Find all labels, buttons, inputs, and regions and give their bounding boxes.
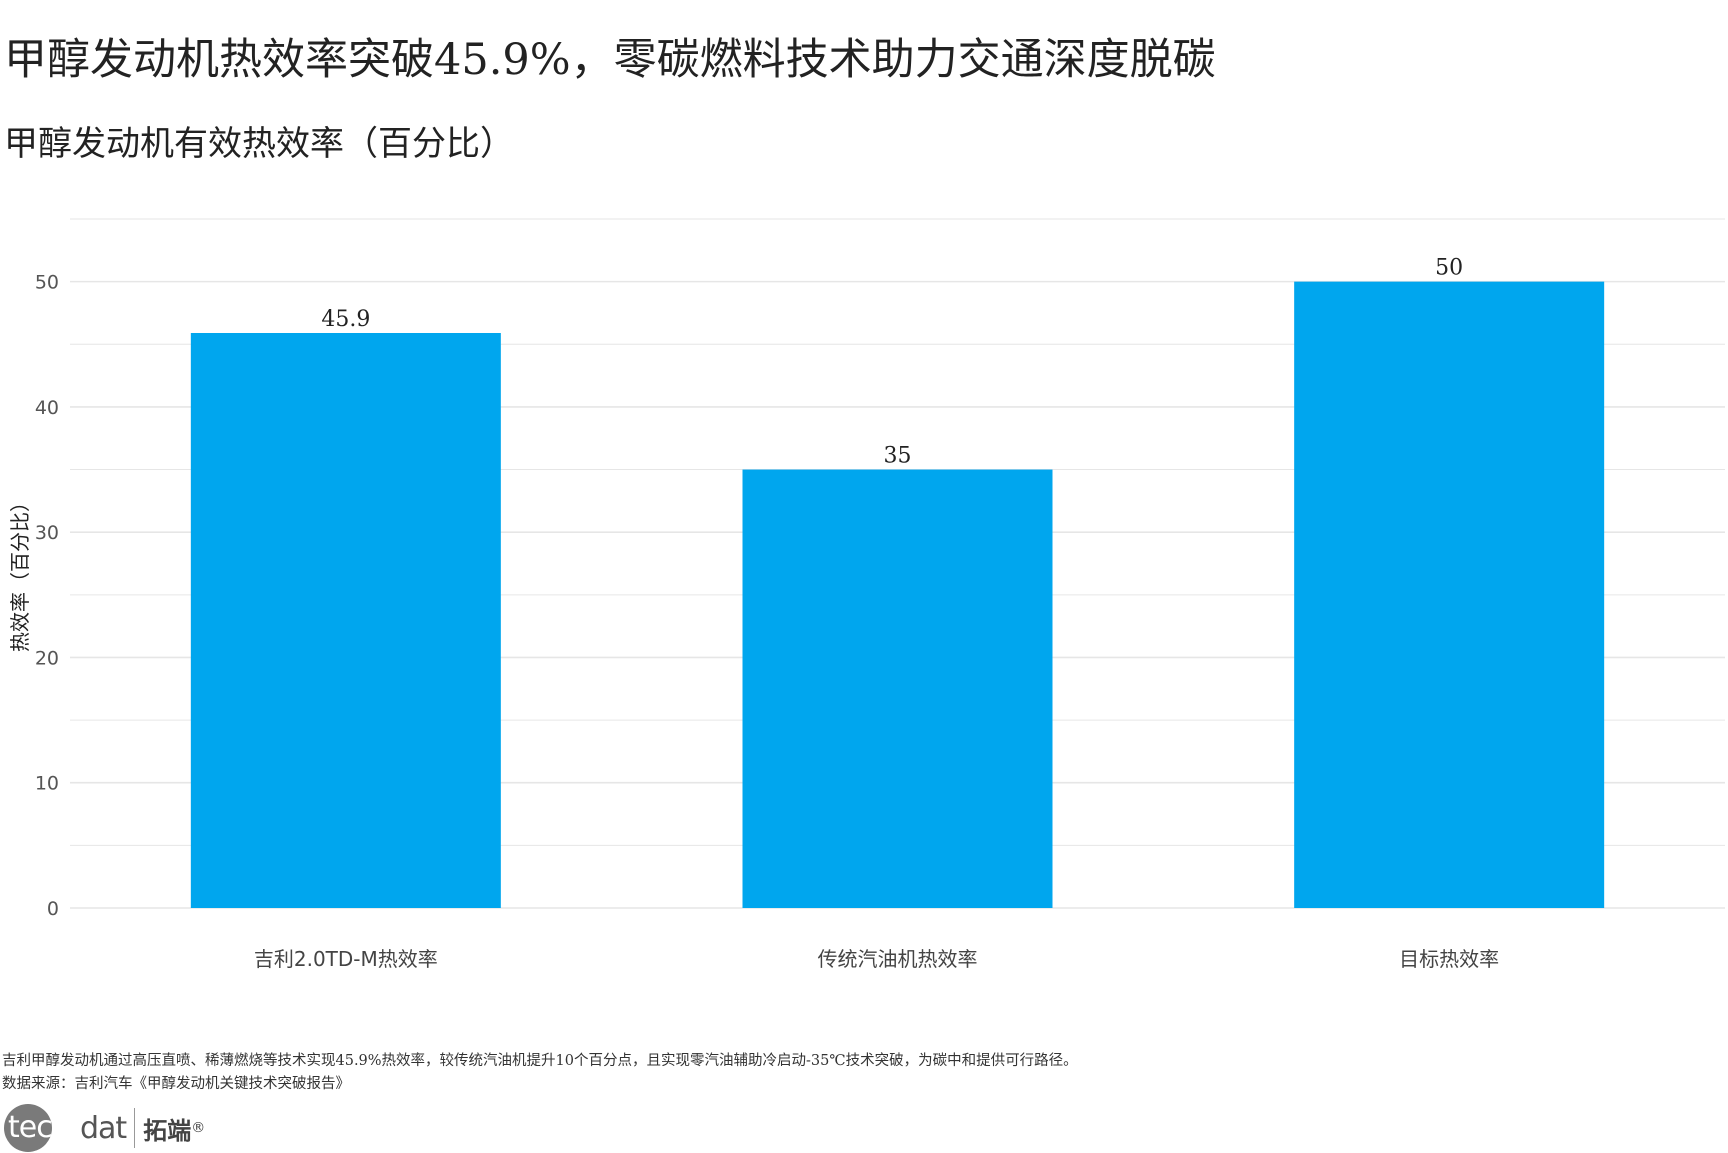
bar-value-labels: 45.9 35 50 — [321, 256, 1463, 469]
bar-value-label: 50 — [1435, 256, 1463, 281]
bar — [1294, 281, 1605, 908]
y-axis-label: 热效率（百分比） — [8, 492, 32, 652]
y-tick-label: 40 — [35, 397, 59, 419]
x-tick-label: 传统汽油机热效率 — [818, 947, 978, 971]
y-axis-ticks: 0 10 20 30 40 50 — [35, 272, 59, 920]
bar — [190, 332, 501, 908]
chart-source: 数据来源：吉利汽车《甲醇发动机关键技术突破报告》 — [2, 1076, 350, 1092]
bars — [190, 281, 1605, 908]
x-axis-categories: 吉利2.0TD-M热效率 传统汽油机热效率 目标热效率 — [254, 947, 1499, 971]
logo-registered: ® — [191, 1120, 206, 1136]
tecdat-logo: tec dat 拓端 ® — [4, 1103, 205, 1153]
logo-brand-rest: dat — [80, 1110, 127, 1146]
logo-circle: tec — [4, 1104, 53, 1152]
x-tick-label: 吉利2.0TD-M热效率 — [254, 947, 438, 971]
y-tick-label: 0 — [47, 898, 59, 920]
y-tick-label: 50 — [35, 272, 59, 294]
y-tick-label: 10 — [35, 773, 59, 795]
bar — [742, 469, 1053, 908]
chart-subtitle: 甲醇发动机有效热效率（百分比） — [4, 124, 514, 164]
logo-separator — [134, 1108, 136, 1148]
chart-title: 甲醇发动机热效率突破45.9%，零碳燃料技术助力交通深度脱碳 — [4, 35, 1216, 85]
logo-cn: 拓端 — [143, 1116, 192, 1145]
logo-brand-circle: tec — [8, 1110, 53, 1145]
y-tick-label: 30 — [35, 522, 59, 544]
y-tick-label: 20 — [35, 647, 59, 669]
x-tick-label: 目标热效率 — [1399, 947, 1499, 971]
chart-note: 吉利甲醇发动机通过高压直喷、稀薄燃烧等技术实现45.9%热效率，较传统汽油机提升… — [2, 1053, 1078, 1069]
bar-value-label: 35 — [884, 444, 912, 469]
bar-value-label: 45.9 — [321, 307, 370, 332]
